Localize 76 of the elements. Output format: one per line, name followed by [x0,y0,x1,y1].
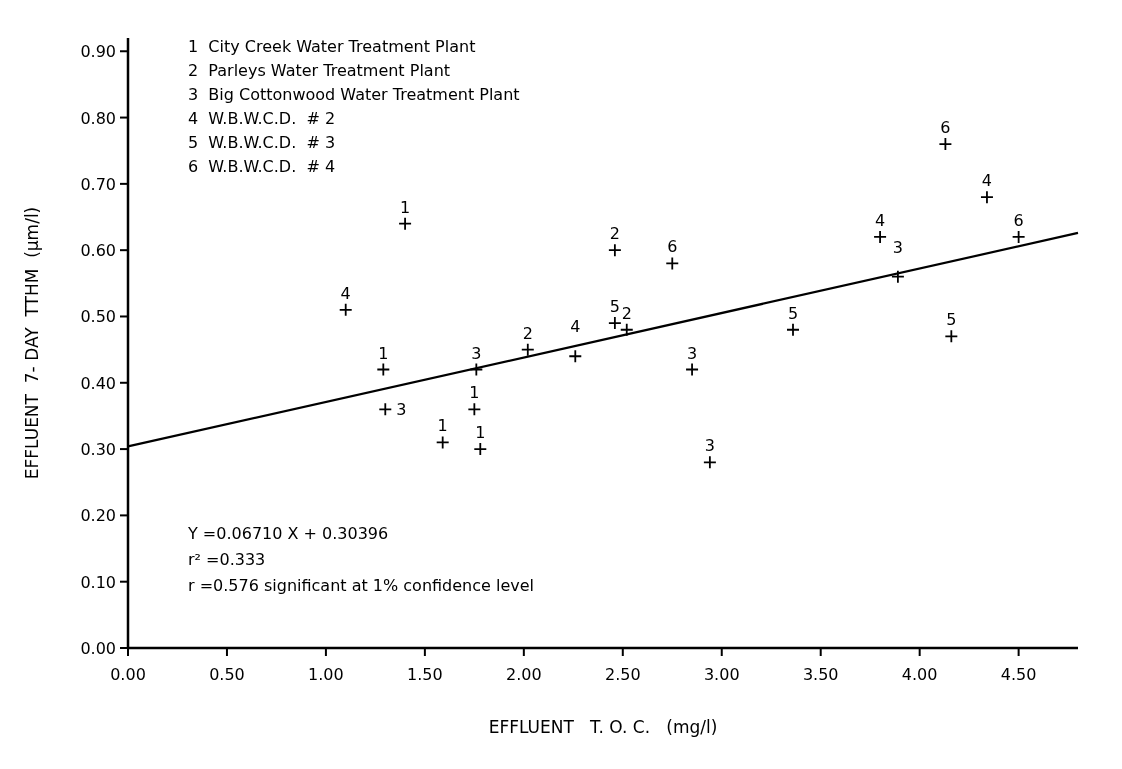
text: 1 [475,423,486,443]
x-tick-label: 4.50 [1000,665,1037,684]
text: 2 [609,224,620,244]
point [685,362,699,377]
point [1011,230,1026,244]
series-label: 1 [437,416,448,436]
x-tick-label: 0.50 [209,665,245,684]
annotation: r² =0.333 [188,549,266,569]
text: 4 [570,317,581,337]
text: 2 [522,323,533,343]
series-label: 6 [667,237,678,257]
series-label: 5 [787,303,799,323]
x-tick-label: 1.50 [407,665,443,684]
x-tick-label: 2.50 [604,665,641,684]
point [435,435,450,450]
y-tick-label: 0.30 [80,440,116,460]
point [619,322,634,337]
text: 5 [946,310,957,330]
y-axis-title: EFFLUENT 7- DAY TTHM (μm/l) [22,206,42,480]
point [607,243,622,258]
annotation: r =0.576 significant at 1% confidence level [188,575,535,595]
series-label: 2 [621,303,632,323]
point [376,362,391,377]
point [891,269,905,284]
point [467,402,482,417]
x-tick-label: 4.00 [901,665,938,684]
text: 6 [1013,210,1024,230]
x-axis-title: EFFLUENT T. O. C. (mg/l) [488,717,718,737]
y-tick-label: 0.00 [80,639,116,658]
series-label: 3 [704,436,715,456]
y-tick-label: 0.90 [80,42,116,62]
point [665,256,680,271]
annotation: 6 W.B.W.C.D. # 4 [188,157,336,176]
annotation: 2 Parleys Water Treatment Plant [188,61,451,80]
text: 4 [340,283,351,303]
text: 3 [686,343,698,363]
x-tick-label: 3.50 [802,665,839,684]
point [786,322,800,337]
text: 5 [609,297,620,317]
point [938,137,953,151]
point [378,402,393,417]
annotation: 4 W.B.W.C.D. # 2 [188,109,336,128]
text: 3 [892,237,903,257]
y-tick-label: 0.50 [80,307,116,327]
y-tick-label: 0.80 [80,108,116,128]
point [607,316,622,331]
point [944,329,959,344]
y-tick-label: 0.40 [80,373,116,393]
x-tick-label: 0.00 [110,665,146,684]
x-tick-label: 2.00 [506,665,542,684]
x-tick-label: 3.00 [703,665,740,684]
y-tick-label: 0.60 [80,241,116,261]
point [702,455,717,470]
series-label: 4 [981,171,993,191]
point [473,442,488,456]
point [520,342,535,357]
annotation: 1 City Creek Water Treatment Plant [188,37,476,56]
y-tick-label: 0.70 [80,174,116,194]
point [338,302,353,317]
point [873,230,887,244]
annotation: Y =0.06710 X + 0.30396 [187,523,389,543]
point [568,349,583,364]
text: 3 [471,343,482,363]
x-tick-label: 1.00 [308,665,344,684]
text: 3 [396,400,407,420]
point [398,216,412,231]
text: 4 [874,210,886,230]
point [980,190,994,205]
y-tick-label: 0.10 [80,572,116,592]
annotation: 3 Big Cottonwood Water Treatment Plant [188,85,520,104]
y-tick-label: 0.20 [80,506,116,526]
text: 1 [378,343,389,363]
text: 1 [469,383,480,403]
text: 1 [399,197,411,217]
text: 6 [940,118,951,138]
annotation: 5 W.B.W.C.D. # 3 [188,133,336,152]
